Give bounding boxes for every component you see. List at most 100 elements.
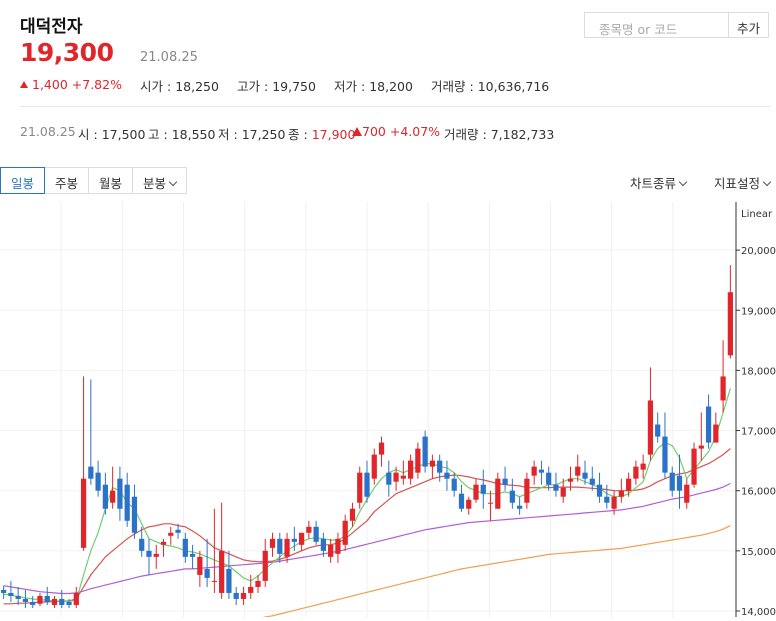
candle [219, 502, 225, 599]
candle-body [524, 478, 530, 503]
candle [429, 454, 436, 479]
history-volume-label: 거래량 [444, 127, 479, 142]
tab-monthly[interactable]: 월봉 [89, 167, 134, 194]
volume-label: 거래량 [431, 79, 466, 94]
candle [197, 550, 203, 587]
candle [684, 478, 690, 509]
candle-body [640, 463, 646, 470]
history-low-value: 17,250 [241, 127, 286, 142]
candle-body [429, 460, 436, 467]
candle-body [59, 598, 65, 605]
candle [407, 454, 414, 485]
high-value: 19,750 [272, 79, 316, 94]
history-change: 700 +4.07% [352, 124, 440, 139]
history-date-value: 21.08.25 [20, 124, 76, 139]
candle-body [473, 484, 479, 500]
candle-body [400, 475, 406, 479]
candle [567, 466, 574, 491]
candle [291, 526, 297, 551]
candle-body [655, 424, 661, 437]
candle-body [560, 487, 566, 497]
candle [44, 586, 50, 605]
candle-body [531, 466, 537, 476]
indicator-settings-label: 지표설정 [714, 176, 761, 191]
candle [131, 484, 138, 539]
candle [153, 544, 159, 569]
up-triangle-icon [20, 81, 28, 88]
candle-body [66, 601, 72, 605]
candle-body [487, 502, 494, 504]
tab-weekly[interactable]: 주봉 [45, 167, 90, 194]
candle [400, 460, 406, 485]
candle [349, 502, 356, 527]
candle [313, 520, 319, 545]
candle-body [291, 538, 297, 542]
candle-body [44, 595, 50, 602]
tab-minute[interactable]: 분봉 [133, 167, 188, 194]
up-triangle-icon [352, 127, 362, 136]
high-label: 고가 [237, 79, 261, 94]
candle-body [22, 598, 29, 602]
candle [240, 586, 247, 605]
indicator-settings-menu[interactable]: 지표설정 [714, 173, 772, 192]
candle-body [139, 538, 145, 551]
candle-body [8, 592, 14, 596]
candle-body [705, 406, 712, 443]
candle [502, 466, 508, 491]
candle-body [393, 472, 399, 482]
candle-body [727, 292, 733, 356]
candles [1, 265, 733, 608]
candle [524, 472, 530, 509]
candle-body [575, 466, 581, 476]
candle-body [662, 436, 668, 473]
candle [589, 466, 595, 491]
history-close-value: 17,900 [311, 127, 356, 142]
y-tick-label: 14,000 [741, 607, 776, 617]
history-volume-value: 7,182,733 [490, 127, 555, 142]
candle [611, 490, 617, 515]
candle-body [255, 580, 261, 587]
candle [487, 490, 494, 521]
candle-body [371, 454, 377, 479]
candle [182, 532, 188, 563]
candle [306, 520, 312, 539]
candle [37, 592, 43, 607]
candle-body [248, 586, 254, 593]
y-axis-ticks: 20,000 19,000 18,000 17,000 16,000 15,000 14,0… [736, 246, 776, 618]
candle [262, 538, 268, 587]
candlestick-chart[interactable]: Linear 20,000 19,000 18,000 17,000 16,000 15,… [0, 202, 776, 621]
candle [8, 580, 14, 602]
candle-body [342, 520, 348, 545]
candle [139, 526, 145, 557]
search-input[interactable]: 종목명 or 코드 [584, 12, 729, 38]
candle-body [553, 484, 559, 491]
candle [655, 412, 661, 443]
tab-daily[interactable]: 일봉 [0, 167, 46, 194]
candle [727, 265, 733, 359]
candle [269, 532, 276, 557]
chart-grid [0, 202, 736, 617]
candle [415, 442, 421, 479]
candle-body [204, 568, 210, 578]
low-value: 18,200 [369, 79, 413, 94]
stock-header: 대덕전자 19,300 21.08.25 1,400 +7.82% 시가 : 1… [0, 0, 776, 200]
candle-body [589, 478, 595, 485]
candle [575, 454, 581, 482]
candle-body [175, 529, 181, 533]
candle [15, 586, 21, 605]
chart-type-menu[interactable]: 차트종류 [630, 173, 688, 192]
add-button[interactable]: 추가 [729, 12, 769, 38]
candle [473, 478, 479, 503]
candle-body [313, 526, 319, 542]
chevron-down-icon [762, 177, 772, 187]
candle-body [73, 592, 79, 605]
history-high-label: 고 [148, 127, 160, 142]
history-date: 21.08.25 [20, 124, 76, 139]
price-chart[interactable]: Linear 20,000 19,000 18,000 17,000 16,000 15,… [0, 202, 776, 621]
candle-body [80, 478, 87, 548]
candle [204, 538, 210, 587]
candle-body [102, 484, 108, 509]
candle [669, 466, 675, 497]
candle [509, 478, 515, 509]
candle [705, 394, 712, 449]
